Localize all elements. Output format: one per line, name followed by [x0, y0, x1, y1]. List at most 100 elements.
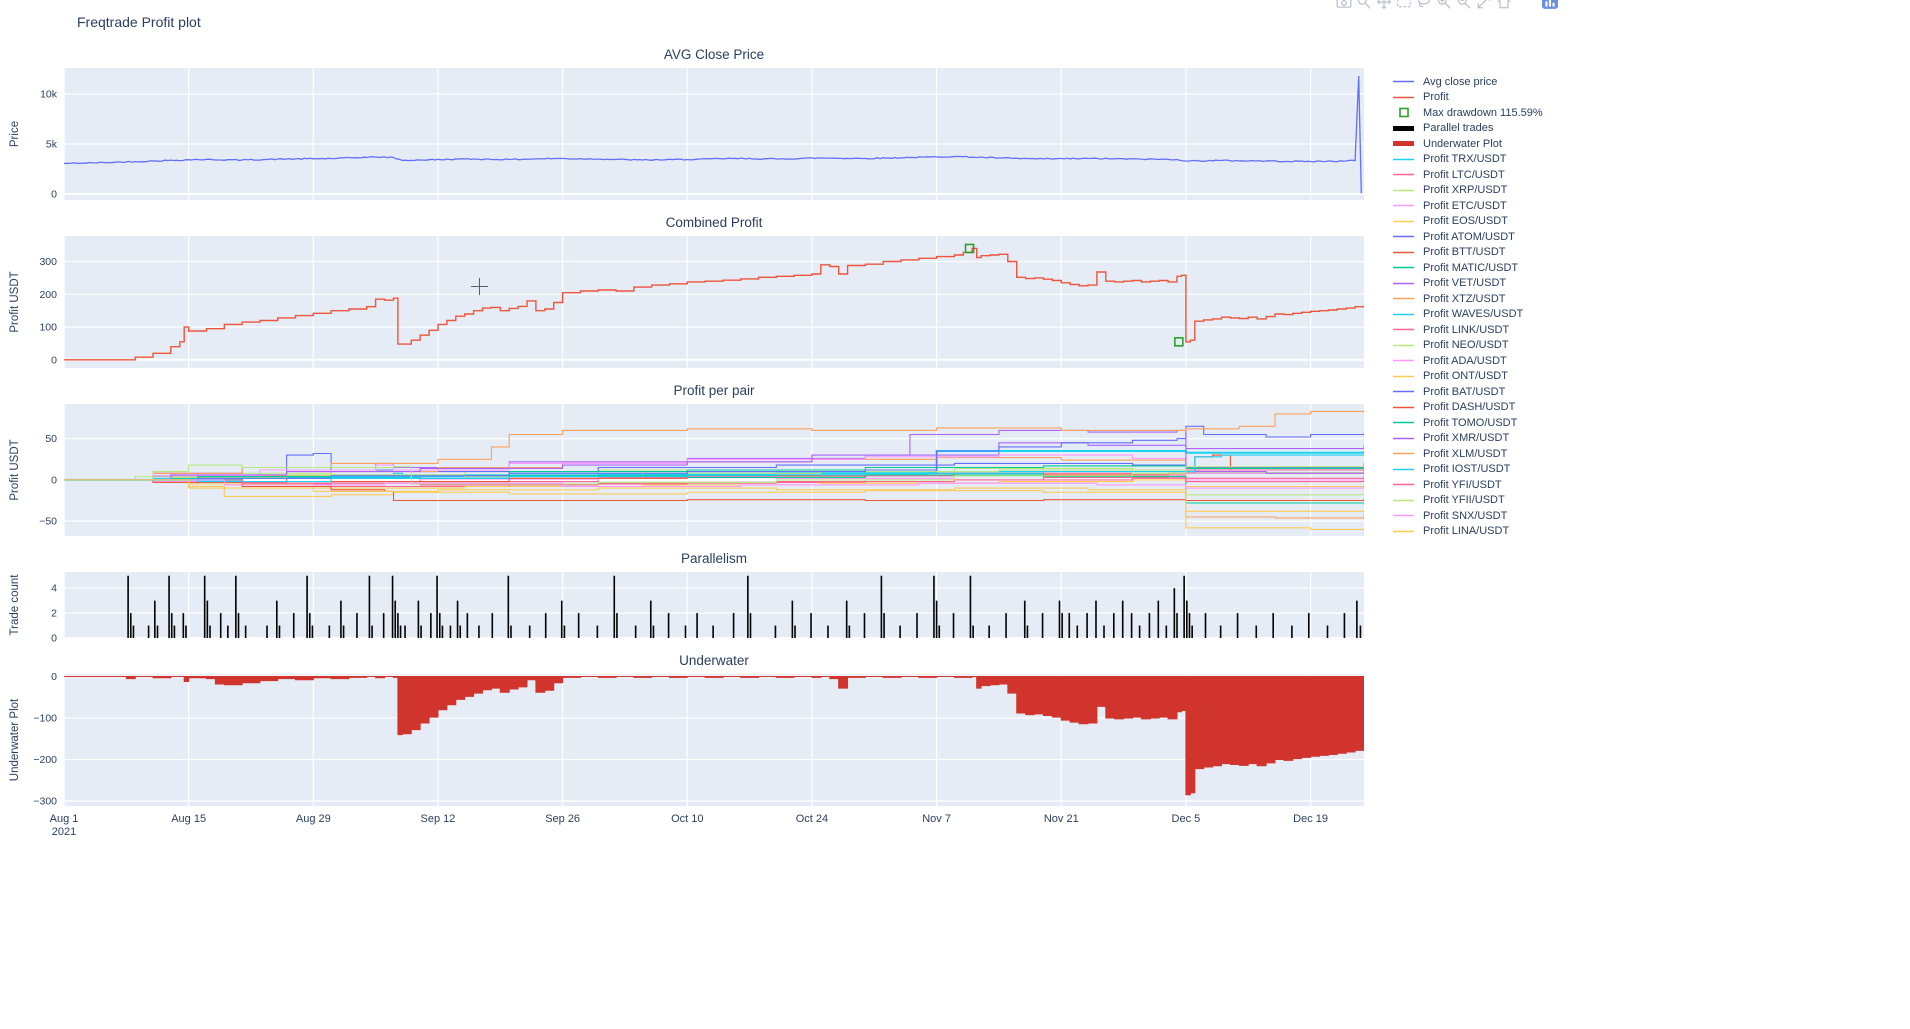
legend-item-profit-vet-usdt[interactable]: Profit VET/USDT	[1392, 276, 1562, 292]
subplot-title: Parallelism	[681, 551, 747, 566]
x-tick-label: Sep 12	[421, 813, 456, 825]
reset-axes-icon[interactable]	[1496, 0, 1512, 10]
legend-item-profit-yfi-usdt[interactable]: Profit YFI/USDT	[1392, 477, 1562, 493]
legend-swatch-thick	[1393, 141, 1414, 147]
legend-item-profit-btt-usdt[interactable]: Profit BTT/USDT	[1392, 245, 1562, 261]
trade-count-bar	[276, 600, 278, 638]
trade-count-bar	[528, 625, 531, 638]
legend-swatch-line	[1393, 406, 1414, 409]
lasso-icon[interactable]	[1416, 0, 1432, 10]
trade-count-bar	[308, 613, 311, 638]
legend-label: Profit ATOM/USDT	[1423, 230, 1515, 243]
y-tick-label: 300	[39, 256, 57, 268]
legend-item-profit-snx-usdt[interactable]: Profit SNX/USDT	[1392, 508, 1562, 524]
plotly-logo-icon[interactable]	[1542, 0, 1558, 10]
legend-item-profit-ltc-usdt[interactable]: Profit LTC/USDT	[1392, 167, 1562, 183]
legend-swatch-line	[1393, 313, 1414, 316]
legend-item-profit-tomo-usdt[interactable]: Profit TOMO/USDT	[1392, 415, 1562, 431]
trade-count-bar	[173, 625, 176, 638]
legend-item-profit-neo-usdt[interactable]: Profit NEO/USDT	[1392, 338, 1562, 354]
trade-count-bar	[235, 575, 237, 638]
trade-count-bar	[154, 600, 156, 638]
y-tick-label: −200	[33, 754, 57, 766]
legend-item-max-drawdown-115-59[interactable]: Max drawdown 115.59%	[1392, 105, 1562, 121]
legend-item-profit-lina-usdt[interactable]: Profit LINA/USDT	[1392, 524, 1562, 540]
legend-item-profit[interactable]: Profit	[1392, 90, 1562, 106]
legend-swatch-line	[1393, 235, 1414, 238]
trade-count-bar	[935, 600, 938, 638]
trade-count-bar	[266, 625, 268, 638]
legend-item-profit-eos-usdt[interactable]: Profit EOS/USDT	[1392, 214, 1562, 230]
box-select-icon[interactable]	[1396, 0, 1412, 10]
autoscale-icon[interactable]	[1476, 0, 1492, 10]
legend-item-underwater-plot[interactable]: Underwater Plot	[1392, 136, 1562, 152]
trade-count-bar	[478, 625, 480, 638]
trade-count-bar	[899, 625, 901, 638]
legend-item-profit-etc-usdt[interactable]: Profit ETC/USDT	[1392, 198, 1562, 214]
legend-item-profit-ada-usdt[interactable]: Profit ADA/USDT	[1392, 353, 1562, 369]
legend-item-profit-xmr-usdt[interactable]: Profit XMR/USDT	[1392, 431, 1562, 447]
legend-item-avg-close-price[interactable]: Avg close price	[1392, 74, 1562, 90]
trade-count-bar	[933, 575, 935, 638]
y-tick-label: 0	[51, 671, 57, 683]
y-axis-label: Trade count	[9, 574, 21, 636]
zoom-icon[interactable]	[1356, 0, 1372, 10]
legend-label: Profit TRX/USDT	[1423, 153, 1507, 166]
zoom-out-icon[interactable]	[1456, 0, 1472, 10]
legend-item-profit-xtz-usdt[interactable]: Profit XTZ/USDT	[1392, 291, 1562, 307]
legend-item-profit-link-usdt[interactable]: Profit LINK/USDT	[1392, 322, 1562, 338]
legend-swatch-square	[1399, 107, 1409, 118]
camera-icon[interactable]	[1336, 0, 1352, 10]
zoom-in-icon[interactable]	[1436, 0, 1452, 10]
trade-count-bar	[1058, 600, 1061, 638]
trade-count-bar	[438, 613, 441, 638]
legend-label: Max drawdown 115.59%	[1423, 106, 1543, 119]
legend-swatch-line	[1393, 158, 1414, 161]
legend-label: Profit IOST/USDT	[1423, 463, 1511, 476]
pan-icon[interactable]	[1376, 0, 1392, 10]
legend-item-profit-xlm-usdt[interactable]: Profit XLM/USDT	[1392, 446, 1562, 462]
trade-count-bar	[1086, 613, 1088, 638]
legend-item-profit-yfii-usdt[interactable]: Profit YFII/USDT	[1392, 493, 1562, 509]
legend-label: Profit XTZ/USDT	[1423, 292, 1506, 305]
legend-label: Profit DASH/USDT	[1423, 401, 1516, 414]
legend-item-profit-bat-usdt[interactable]: Profit BAT/USDT	[1392, 384, 1562, 400]
x-tick-label: Nov 21	[1044, 813, 1079, 825]
legend-swatch-line	[1393, 266, 1414, 269]
series-yfii-usdt	[64, 464, 1364, 485]
legend-swatch-line	[1393, 251, 1414, 254]
trade-count-bar	[404, 625, 406, 638]
legend-item-profit-matic-usdt[interactable]: Profit MATIC/USDT	[1392, 260, 1562, 276]
trade-count-bar	[1359, 625, 1362, 638]
trade-count-bar	[1068, 613, 1071, 638]
trade-count-bar	[1204, 613, 1207, 638]
legend-label: Profit YFI/USDT	[1423, 478, 1502, 491]
legend-label: Profit ADA/USDT	[1423, 354, 1507, 367]
legend-swatch-line	[1393, 220, 1414, 223]
legend-swatch-line	[1393, 96, 1414, 99]
legend-item-profit-xrp-usdt[interactable]: Profit XRP/USDT	[1392, 183, 1562, 199]
legend-item-profit-waves-usdt[interactable]: Profit WAVES/USDT	[1392, 307, 1562, 323]
legend-item-profit-dash-usdt[interactable]: Profit DASH/USDT	[1392, 400, 1562, 416]
trade-count-bar	[613, 575, 616, 638]
legend-label: Profit LINK/USDT	[1423, 323, 1510, 336]
trade-count-bar	[306, 575, 308, 638]
y-axis-label: Profit USDT	[9, 271, 21, 332]
trade-count-bar	[863, 613, 866, 638]
trade-count-bar	[544, 613, 547, 638]
trade-count-bar	[466, 613, 469, 638]
legend-item-profit-ont-usdt[interactable]: Profit ONT/USDT	[1392, 369, 1562, 385]
trade-count-bar	[1186, 600, 1188, 638]
legend-label: Profit XMR/USDT	[1423, 432, 1510, 445]
legend-item-parallel-trades[interactable]: Parallel trades	[1392, 121, 1562, 137]
legend-item-profit-atom-usdt[interactable]: Profit ATOM/USDT	[1392, 229, 1562, 245]
y-tick-label: 200	[39, 289, 57, 301]
trade-count-bar	[848, 625, 851, 638]
legend-item-profit-trx-usdt[interactable]: Profit TRX/USDT	[1392, 152, 1562, 168]
trade-count-bar	[1121, 600, 1124, 638]
legend-item-profit-iost-usdt[interactable]: Profit IOST/USDT	[1392, 462, 1562, 478]
trade-count-bar	[209, 625, 211, 638]
trade-count-bar	[883, 613, 885, 638]
